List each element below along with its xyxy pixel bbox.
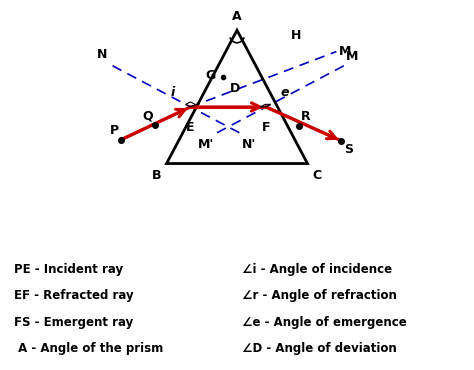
Text: Q: Q: [142, 109, 153, 122]
Text: FS - Emergent ray: FS - Emergent ray: [14, 316, 134, 329]
Text: ∠r - Angle of refraction: ∠r - Angle of refraction: [242, 289, 397, 303]
Text: ∠e - Angle of emergence: ∠e - Angle of emergence: [242, 316, 407, 329]
Text: P: P: [109, 124, 119, 137]
Text: EF - Refracted ray: EF - Refracted ray: [14, 289, 134, 303]
Text: PE - Incident ray: PE - Incident ray: [14, 263, 123, 276]
Text: e: e: [281, 86, 290, 100]
Text: G: G: [205, 69, 216, 82]
Text: i: i: [171, 86, 175, 100]
Text: ∠i - Angle of incidence: ∠i - Angle of incidence: [242, 263, 392, 276]
Text: N': N': [242, 138, 256, 151]
Text: D: D: [229, 82, 240, 95]
Text: A: A: [232, 10, 242, 23]
Text: S: S: [344, 144, 353, 157]
Text: H: H: [291, 28, 301, 41]
Text: ∠D - Angle of deviation: ∠D - Angle of deviation: [242, 342, 396, 354]
Text: F: F: [262, 121, 270, 134]
Text: R: R: [301, 110, 311, 123]
Text: E: E: [186, 121, 195, 134]
Text: M: M: [339, 45, 351, 58]
Text: M': M': [198, 138, 214, 151]
Text: C: C: [312, 169, 321, 182]
Text: M: M: [346, 50, 359, 63]
Text: N: N: [97, 48, 108, 61]
Text: A - Angle of the prism: A - Angle of the prism: [14, 342, 164, 354]
Text: B: B: [152, 169, 162, 182]
